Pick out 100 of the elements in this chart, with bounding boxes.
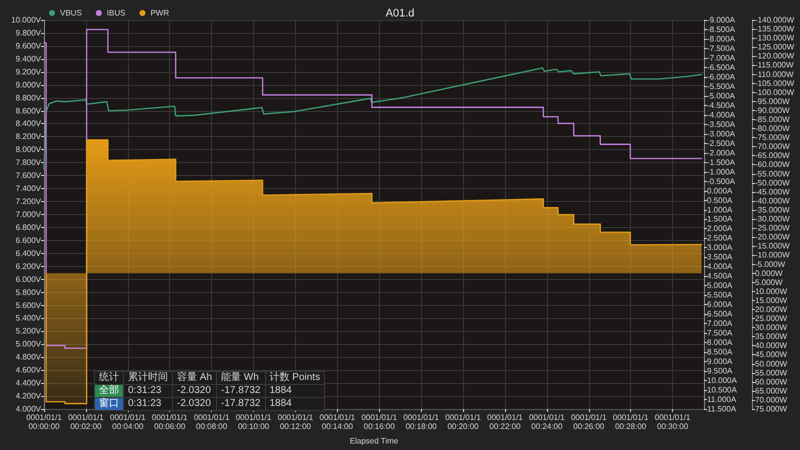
x-tick-label: 0001/01/1 00:14:00 xyxy=(320,413,356,431)
y3-tick-label: -125.000W xyxy=(755,42,795,52)
annotation: 统计 xyxy=(94,372,124,384)
x-tick-label: 0001/01/1 00:04:00 xyxy=(110,413,146,431)
y3-tick-label: -90.000W xyxy=(755,106,790,115)
y3-tick-label: -100.000W xyxy=(755,88,795,97)
y3-tick-label: -30.000W xyxy=(755,214,790,224)
y3-tick-label: 20.000W xyxy=(755,304,788,314)
y3-tick-label: -65.000W xyxy=(755,151,790,160)
y-tick-label: 4.800V xyxy=(16,352,42,362)
y3-tick-label: 10.000W xyxy=(755,286,788,296)
x-axis-title: Elapsed Time xyxy=(350,436,399,446)
y3-tick-label: -80.000W xyxy=(755,124,790,134)
y-tick-label: 5.400V xyxy=(16,314,42,323)
y2-tick-label: -5.000A xyxy=(707,91,736,100)
annotation: 计数 Points xyxy=(265,372,325,384)
y2-tick-label: 5.000A xyxy=(707,281,734,290)
y3-tick-label: -105.000W xyxy=(755,78,795,88)
y-tick-label: 7.200V xyxy=(16,197,42,206)
y3-tick-label: 30.000W xyxy=(755,323,788,332)
y3-tick-label: 0.000W xyxy=(755,268,784,278)
y-tick-label: 7.600V xyxy=(16,171,42,180)
annotation: 容量 Ah xyxy=(172,372,217,384)
y3-tick-label: 65.000W xyxy=(755,386,788,396)
legend-label: VBUS xyxy=(60,8,82,18)
y2-tick-label: 0.000A xyxy=(707,186,734,196)
y-tick-label: 8.200V xyxy=(16,132,42,142)
annotation: 0:31:23 xyxy=(124,398,172,410)
y2-tick-label: 11.500A xyxy=(707,404,737,414)
y2-tick-label: -0.500A xyxy=(707,176,736,186)
y2-tick-label: 0.500A xyxy=(707,196,734,205)
y-tick-label: 4.400V xyxy=(16,378,42,388)
y-tick-label: 4.000V xyxy=(16,404,42,414)
y3-tick-label: 15.000W xyxy=(755,296,788,305)
y-tick-label: 5.800V xyxy=(16,288,42,297)
chart-title: A01.d xyxy=(386,8,414,20)
legend-label: IBUS xyxy=(106,8,126,18)
y2-tick-label: 3.500A xyxy=(707,252,734,262)
y2-tick-label: 6.000A xyxy=(707,300,734,310)
y-tick-label: 6.200V xyxy=(16,262,42,271)
y2-tick-label: 4.000A xyxy=(707,262,734,272)
y-tick-label: 6.000V xyxy=(16,274,42,284)
y-tick-label: 9.400V xyxy=(16,54,42,64)
y2-tick-label: 8.000A xyxy=(707,338,734,348)
x-tick-label: 0001/01/1 00:12:00 xyxy=(278,413,314,431)
annotation: -2.0320 xyxy=(172,384,217,398)
y2-tick-label: -6.500A xyxy=(707,62,736,72)
y-tick-label: 9.800V xyxy=(16,28,42,38)
y2-tick-label: 2.500A xyxy=(707,234,734,243)
y2-tick-label: 6.500A xyxy=(707,310,734,319)
y2-tick-label: 10.500A xyxy=(707,386,738,395)
y3-tick-label: -55.000W xyxy=(755,169,790,178)
y3-tick-label: -5.000W xyxy=(755,260,786,269)
y3-tick-label: -85.000W xyxy=(755,115,790,124)
y3-tick-label: -75.000W xyxy=(755,133,790,142)
x-tick-label: 0001/01/1 00:08:00 xyxy=(194,413,230,431)
y-tick-label: 8.000V xyxy=(16,145,42,154)
y3-tick-label: 25.000W xyxy=(755,314,788,324)
y2-tick-label: 9.500A xyxy=(707,366,734,376)
annotation: 1884 xyxy=(265,398,325,410)
y-tick-label: 9.200V xyxy=(16,67,42,76)
y2-tick-label: 2.000A xyxy=(707,224,734,234)
y-tick-label: 6.400V xyxy=(16,248,42,258)
y-tick-label: 5.600V xyxy=(16,300,42,310)
y2-tick-label: -3.500A xyxy=(707,120,736,129)
y3-tick-label: 55.000W xyxy=(755,368,788,378)
y3-tick-label: -10.000W xyxy=(755,250,790,260)
annotation: -17.8732 xyxy=(216,384,265,398)
y3-tick-label: -70.000W xyxy=(755,142,790,152)
y2-tick-label: -7.000A xyxy=(707,53,736,62)
y2-tick-label: -8.500A xyxy=(707,24,736,34)
x-tick-label: 0001/01/1 00:26:00 xyxy=(570,413,608,431)
y2-tick-label: 9.000A xyxy=(707,357,734,366)
y2-tick-label: 4.500A xyxy=(707,272,734,281)
y-tick-label: 7.400V xyxy=(16,184,42,194)
y-tick-label: 4.600V xyxy=(16,366,42,375)
y-tick-label: 10.000V xyxy=(11,16,42,24)
y3-tick-label: -15.000W xyxy=(755,242,790,251)
y3-tick-label: -45.000W xyxy=(755,187,790,196)
y3-tick-label: -135.000W xyxy=(755,24,795,34)
y2-tick-label: 8.500A xyxy=(707,348,734,357)
annotation: 窗口 xyxy=(94,398,124,410)
x-tick-label: 0001/01/1 00:20:00 xyxy=(445,413,482,431)
x-tick-label: 0001/01/1 00:06:00 xyxy=(152,413,188,431)
y3-tick-label: -40.000W xyxy=(755,196,790,206)
x-tick-label: 0001/01/1 00:02:00 xyxy=(68,413,104,431)
y-tick-label: 5.200V xyxy=(16,326,42,336)
y3-tick-label: -130.000W xyxy=(755,34,795,43)
y3-tick-label: -115.000W xyxy=(755,60,794,70)
x-tick-label: 0001/01/1 00:30:00 xyxy=(654,413,691,431)
y2-tick-label: -2.500A xyxy=(707,138,736,148)
y2-tick-label: 5.500A xyxy=(707,290,734,300)
y2-tick-label: -1.500A xyxy=(707,158,736,167)
y-tick-label: 7.000V xyxy=(16,210,42,219)
x-tick-label: 0001/01/1 00:18:00 xyxy=(403,413,440,431)
y3-tick-label: 75.000W xyxy=(755,404,788,414)
x-tick-label: 0001/01/1 00:22:00 xyxy=(487,413,524,431)
y2-tick-label: -3.000A xyxy=(707,129,736,138)
y-tick-label: 5.000V xyxy=(16,340,42,349)
y2-tick-label: -4.000A xyxy=(707,110,736,120)
